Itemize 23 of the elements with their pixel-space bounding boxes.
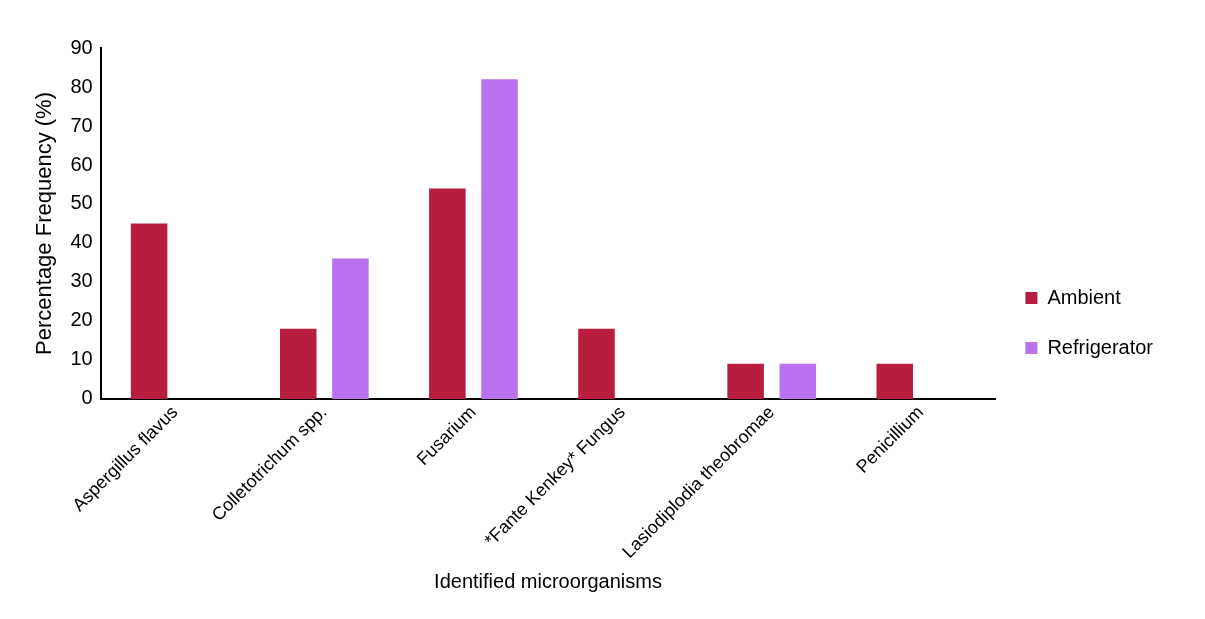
y-tick-label: 0 xyxy=(81,386,93,409)
y-tick-label: 10 xyxy=(70,347,93,370)
bar xyxy=(279,328,317,399)
bar xyxy=(779,363,817,399)
legend-label: Ambient xyxy=(1047,285,1122,308)
y-tick-label: 70 xyxy=(70,113,93,136)
y-tick-label: 40 xyxy=(70,230,93,253)
y-tick-label: 60 xyxy=(70,152,93,175)
bar xyxy=(578,328,615,399)
y-tick-label: 80 xyxy=(70,74,93,97)
y-tick-label: 90 xyxy=(70,35,93,58)
y-tick-label: 30 xyxy=(70,269,93,292)
y-tick-label: 20 xyxy=(70,308,93,331)
bar xyxy=(332,258,369,399)
bar xyxy=(429,188,466,399)
bar xyxy=(876,363,914,399)
x-axis-title: Identified microorganisms xyxy=(434,569,662,592)
bar xyxy=(130,223,168,399)
y-axis-title: Percentage Frequency (%) xyxy=(31,92,57,355)
legend-label: Refrigerator xyxy=(1047,335,1154,358)
y-tick-label: 50 xyxy=(70,191,93,214)
bar xyxy=(481,79,518,399)
bar xyxy=(727,363,764,399)
